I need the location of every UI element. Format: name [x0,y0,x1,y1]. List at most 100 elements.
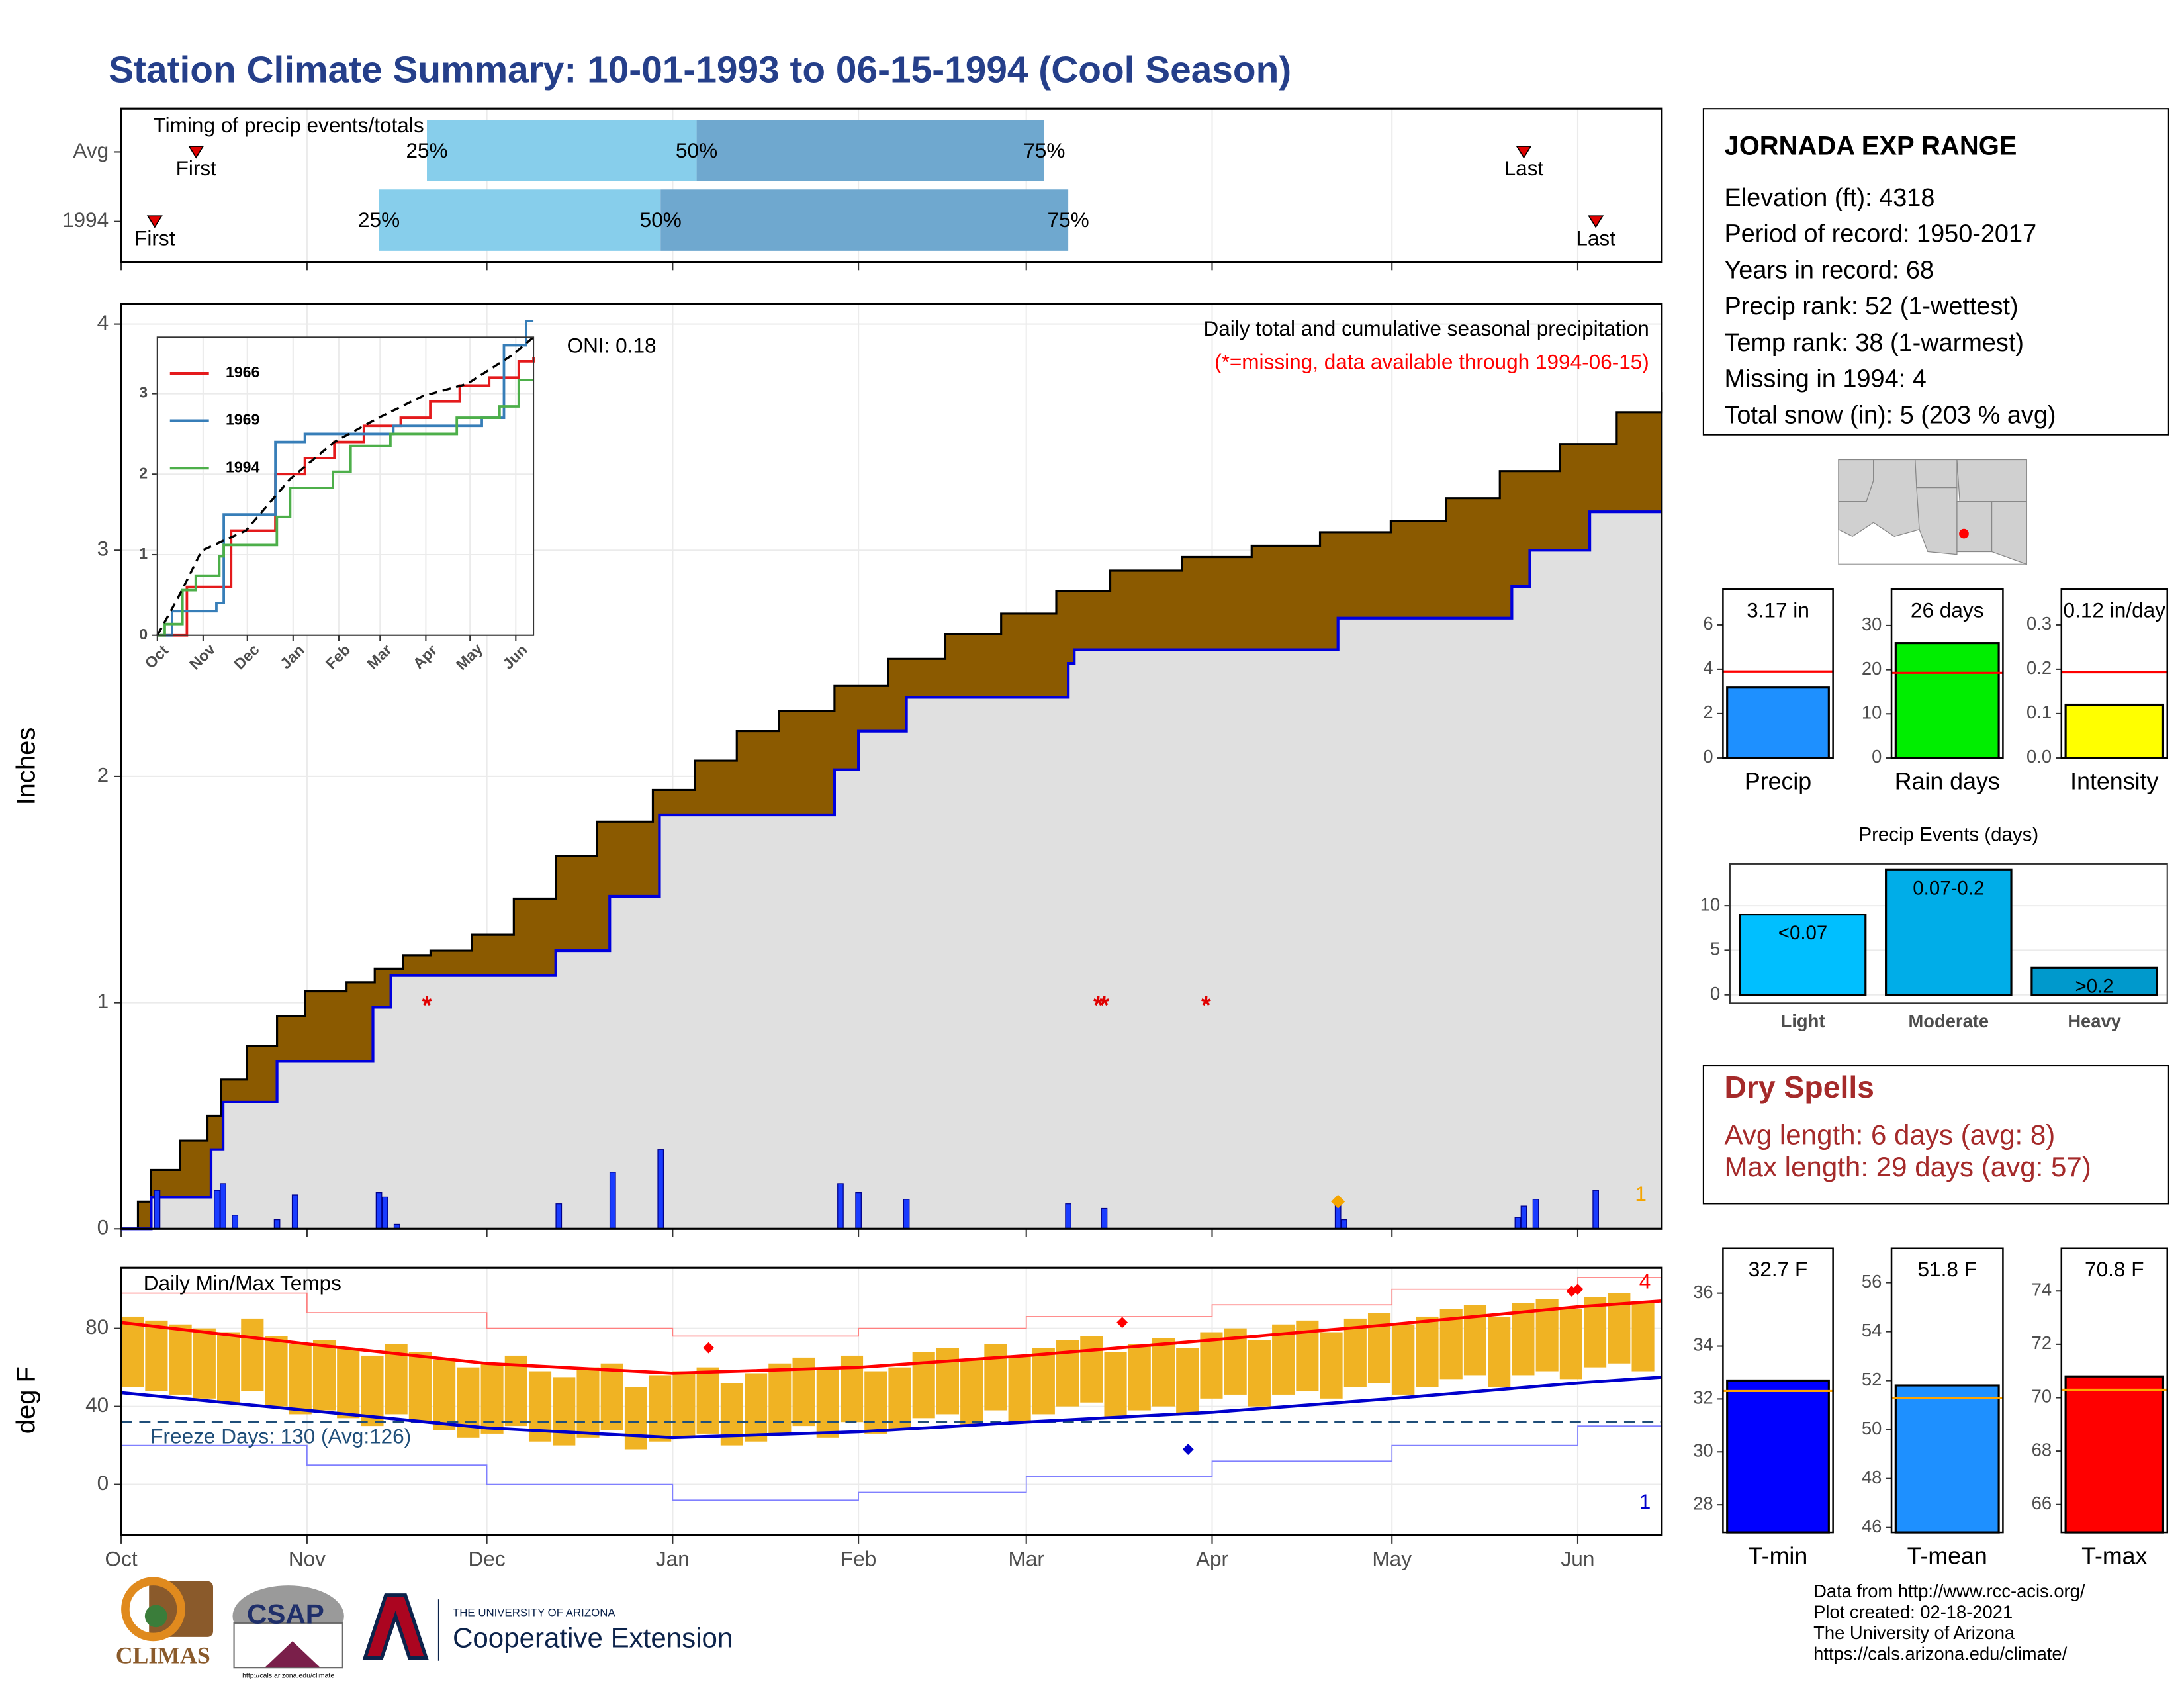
y-tick-label: 1 [97,989,109,1013]
daily-bar [555,1203,563,1229]
quartile-label: 25% [358,208,400,232]
daily-bar [855,1192,862,1229]
y-tick-label: 5 [1710,939,1720,959]
event-marker [146,215,163,228]
temp-bar [1584,1297,1607,1368]
y-axis-label: Inches [12,727,41,806]
snow-marker [1331,1194,1345,1209]
daily-bar [381,1196,388,1229]
station-line: Total snow (in): 5 (203 % avg) [1724,401,2056,429]
row-label: Avg [73,138,109,162]
inset-border [156,336,535,636]
y-tick-label: 30 [1862,614,1882,634]
station-line: Years in record: 68 [1724,256,1934,284]
value-label-box: 51.8 F [1917,1258,1977,1282]
temp-bar [1392,1324,1415,1395]
panel-border [120,107,1663,263]
temp-bar [145,1320,168,1391]
station-line: Elevation (ft): 4318 [1724,184,1934,212]
x-tick-label: Oct [105,1547,138,1571]
bar [1885,868,2013,996]
panel-subtitle: (*=missing, data available through 1994-… [1214,350,1649,374]
temp-bar [265,1336,288,1407]
csap-url: http://cals.arizona.edu/climate [242,1672,334,1680]
value-label-box: 26 days [1911,599,1984,623]
temp-bar [649,1375,672,1442]
value-label: 70.8 F [2085,1258,2144,1282]
y-tick-label: 68 [2032,1439,2052,1460]
quartile-label: 50% [640,208,682,232]
record-high-count: 4 [1639,1270,1651,1293]
snow-count: 1 [1635,1182,1647,1205]
y-tick-label: 50 [1862,1418,1882,1438]
value-label: 0.12 in/day [2063,599,2165,623]
station-line: Period of record: 1950-2017 [1724,220,2036,248]
bar [1894,642,2000,759]
cumulative-avg-line [121,392,1663,1230]
temp-bar [1343,1318,1367,1387]
series-line [157,320,534,637]
station-line: Precip rank: 52 (1-wettest) [1724,293,2018,320]
y-tick-label: 30 [1693,1440,1713,1460]
quartile-label: 25% [406,138,447,162]
temp-bar [672,1371,696,1438]
event-marker [1516,146,1532,159]
x-tick-label: Rain days [1895,768,2000,794]
value-label: 51.8 F [1917,1258,1977,1282]
panel-border [1890,588,2004,759]
temp-bar [696,1367,719,1434]
y-tick-label: 3 [139,384,148,401]
missing-marker: * [422,992,432,1019]
oni-label: ONI: 0.18 [567,333,657,357]
temp-bar [1512,1303,1535,1376]
station-name: JORNADA EXP RANGE [1724,132,2017,161]
bar [1894,1384,2000,1534]
temp-bar [816,1367,839,1438]
y-tick-label: 46 [1862,1516,1882,1536]
panel-border [1729,863,2168,1004]
value-label: 3.17 in [1747,599,1809,623]
bar [2064,1375,2165,1534]
y-tick-label: 40 [85,1393,109,1417]
y-tick-label: 6 [1703,613,1713,633]
dry-spells-line: Max length: 29 days (avg: 57) [1724,1151,2091,1182]
x-tick-label: Heavy [2068,1011,2121,1031]
footer-line: Plot created: 02-18-2021 [1813,1601,2013,1622]
value-label-box: 70.8 F [2085,1258,2144,1282]
footer-line: https://cals.arizona.edu/climate/ [1813,1644,2067,1664]
y-tick-label: 0.2 [2026,657,2052,678]
y-tick-label: 32 [1693,1387,1713,1408]
average-line [156,336,535,636]
panel-border [120,1266,1663,1536]
daily-bar [154,1190,161,1229]
y-tick-label: 4 [97,310,109,334]
normal-min-line [120,1376,1662,1440]
quartile-bar [696,120,1044,181]
daily-bar [657,1149,664,1229]
quartile-label: 75% [1048,208,1089,232]
x-tick-label: Feb [841,1547,876,1571]
page-title: Station Climate Summary: 10-01-1993 to 0… [109,49,1291,91]
temp-bar [1320,1332,1343,1399]
missing-marker: * [1093,992,1103,1019]
temp-bar [1367,1313,1391,1383]
panel-border [2060,1247,2169,1534]
event-label: Last [1504,156,1544,180]
panel-border [1722,1247,1834,1534]
temp-bar [241,1318,264,1391]
x-tick-label: May [1372,1547,1412,1571]
panel-title: Timing of precip events/totals [154,113,424,137]
y-tick-label: 0.3 [2026,613,2052,633]
temp-bar [480,1363,504,1434]
y-tick-label: 34 [1693,1335,1713,1355]
x-tick-label: T-mean [1907,1542,1987,1569]
legend-label: 1969 [226,411,260,428]
daily-bar [1592,1190,1599,1229]
event-marker [188,146,205,159]
temp-bar [1128,1344,1151,1411]
y-tick-label: 10 [1862,702,1882,722]
dry-spells-title: Dry Spells [1724,1070,1874,1104]
footer-line: Data from http://www.rcc-acis.org/ [1813,1581,2085,1601]
daily-bar [609,1172,616,1229]
y-tick-label: 36 [1693,1282,1713,1302]
